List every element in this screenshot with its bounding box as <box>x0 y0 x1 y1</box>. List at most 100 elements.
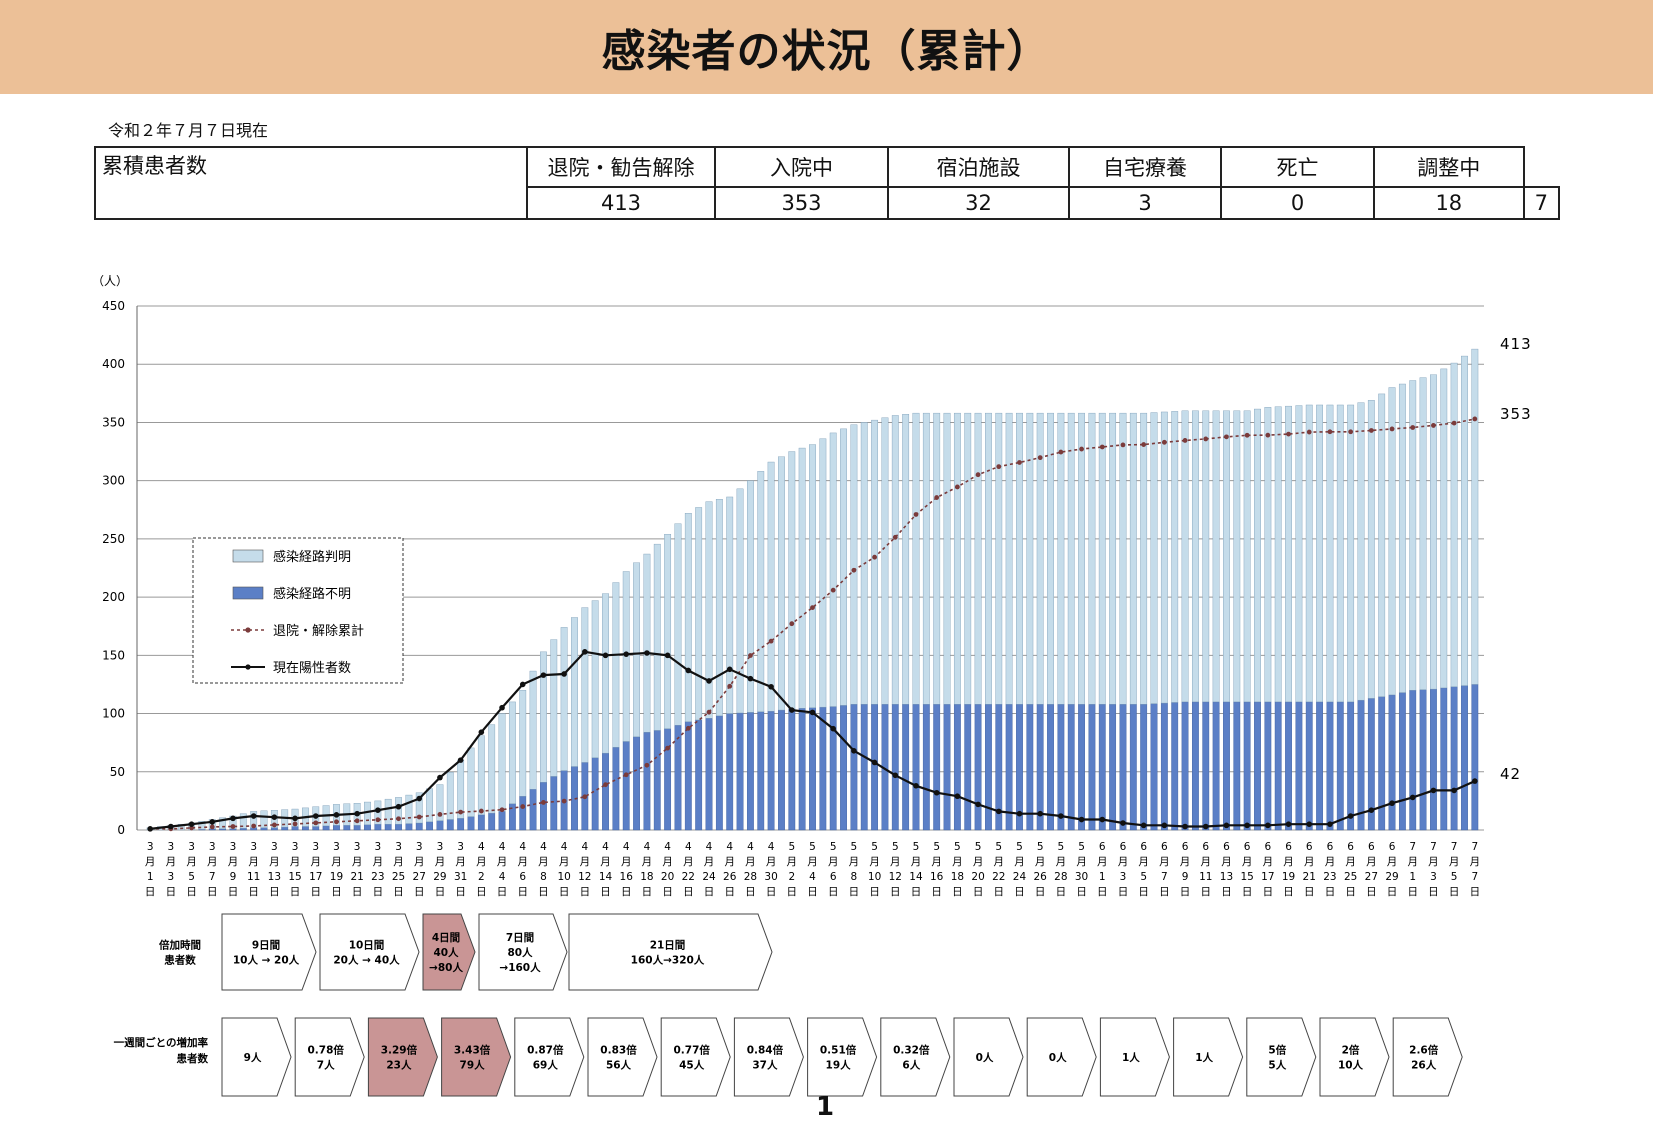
page-title: 感染者の状況（累計） <box>601 26 1052 77</box>
bar-unknown <box>498 811 506 831</box>
discharged-point <box>1389 426 1395 432</box>
x-tick-label: 月 <box>1180 856 1191 868</box>
x-tick-label: 月 <box>890 856 901 868</box>
discharged-point <box>1410 425 1416 430</box>
bar-known <box>1440 368 1448 689</box>
bar-unknown <box>633 736 640 831</box>
active-cases-point <box>1223 822 1230 829</box>
x-tick-label: 日 <box>1118 886 1129 898</box>
bar-known <box>260 810 268 828</box>
x-tick-label: 15 <box>1240 871 1253 883</box>
bar-unknown <box>891 704 899 831</box>
x-tick-label: 16 <box>620 871 634 883</box>
active-cases-point <box>437 774 443 781</box>
weekly-arrow <box>367 1017 438 1097</box>
bar-unknown <box>705 718 713 831</box>
x-tick-label: 19 <box>330 871 343 883</box>
bar-known <box>602 593 609 754</box>
x-tick-label: 6 <box>1099 841 1106 853</box>
x-tick-label: 月 <box>1159 856 1170 868</box>
x-tick-label: 月 <box>952 856 963 868</box>
weekly-arrow-label: 26人 <box>1411 1059 1437 1072</box>
bar-known <box>1098 412 1106 705</box>
x-tick-label: 日 <box>186 886 197 898</box>
weekly-arrow <box>1099 1017 1170 1097</box>
x-tick-label: 3 <box>1430 871 1437 883</box>
discharged-point <box>1079 446 1084 452</box>
discharged-point <box>851 567 857 573</box>
x-tick-label: 15 <box>288 871 301 883</box>
x-tick-label: 5 <box>975 841 982 853</box>
bar-unknown <box>1109 704 1117 831</box>
x-tick-label: 3 <box>168 871 175 883</box>
x-tick-label: 日 <box>1242 886 1253 898</box>
x-tick-label: 日 <box>269 886 280 898</box>
weekly-arrow-label: 1人 <box>1122 1051 1140 1064</box>
x-tick-label: 月 <box>166 856 177 868</box>
weekly-arrow-label: 37人 <box>752 1059 778 1072</box>
bar-known <box>550 639 558 777</box>
bar-unknown <box>1430 688 1437 831</box>
bar-known <box>964 412 972 705</box>
weekly-arrow-label: 56人 <box>606 1059 632 1072</box>
active-cases-point <box>478 729 485 735</box>
weekly-arrow-label: 69人 <box>533 1059 559 1072</box>
bar-unknown <box>788 708 796 831</box>
weekly-arrow <box>1246 1017 1317 1097</box>
x-tick-label: 月 <box>248 856 259 868</box>
x-tick-label: 月 <box>435 856 446 868</box>
bar-known <box>1378 393 1386 697</box>
x-tick-label: 28 <box>1054 871 1067 883</box>
x-tick-label: 月 <box>766 856 777 868</box>
bar-known <box>933 412 941 705</box>
weekly-arrow-label: 1人 <box>1195 1051 1213 1064</box>
bar-known <box>1357 402 1365 701</box>
weekly-arrow <box>587 1017 658 1097</box>
bar-unknown <box>529 789 537 831</box>
x-tick-label: 月 <box>807 856 818 868</box>
discharged-point <box>520 804 526 809</box>
x-tick-label: 日 <box>414 886 425 898</box>
x-tick-label: 5 <box>788 841 795 853</box>
x-tick-label: 月 <box>580 856 591 868</box>
active-cases-point <box>602 652 609 659</box>
x-tick-label: 30 <box>764 871 777 883</box>
active-cases-point <box>168 823 174 830</box>
x-tick-label: 21 <box>350 871 363 883</box>
x-tick-label: 月 <box>311 856 322 868</box>
x-tick-label: 月 <box>393 856 404 868</box>
bar-known <box>778 456 785 711</box>
discharged-point <box>458 809 464 815</box>
bar-known <box>436 784 444 821</box>
x-tick-label: 3 <box>250 841 257 853</box>
doubling-arrow-label: 7日間 <box>506 932 534 944</box>
bar-known <box>1181 410 1189 703</box>
bar-unknown <box>1326 701 1334 831</box>
bar-known <box>508 701 516 804</box>
discharged-point <box>189 825 194 831</box>
discharged-point <box>1286 431 1291 437</box>
bar-known <box>395 797 402 825</box>
x-tick-label: 31 <box>454 871 467 883</box>
x-tick-label: 6 <box>1120 841 1127 853</box>
bar-unknown <box>374 823 382 831</box>
bar-known <box>850 424 858 705</box>
x-tick-label: 月 <box>559 856 570 868</box>
x-tick-label: 6 <box>1140 841 1147 853</box>
x-tick-label: 日 <box>787 886 798 898</box>
discharged-point <box>1348 429 1354 435</box>
x-tick-label: 日 <box>166 886 177 898</box>
x-tick-label: 10 <box>557 871 570 883</box>
bar-known <box>1471 348 1479 685</box>
x-tick-label: 月 <box>973 856 984 868</box>
bar-known <box>1150 412 1158 704</box>
active-cases-point <box>706 678 712 684</box>
active-cases-point <box>1099 816 1106 823</box>
bar-unknown <box>1057 704 1065 831</box>
x-tick-label: 日 <box>1387 886 1398 898</box>
x-tick-label: 24 <box>702 871 716 883</box>
x-tick-label: 月 <box>621 856 632 868</box>
y-unit-label: （人） <box>92 274 128 288</box>
bar-unknown <box>1078 704 1085 831</box>
discharged-point <box>623 772 629 778</box>
